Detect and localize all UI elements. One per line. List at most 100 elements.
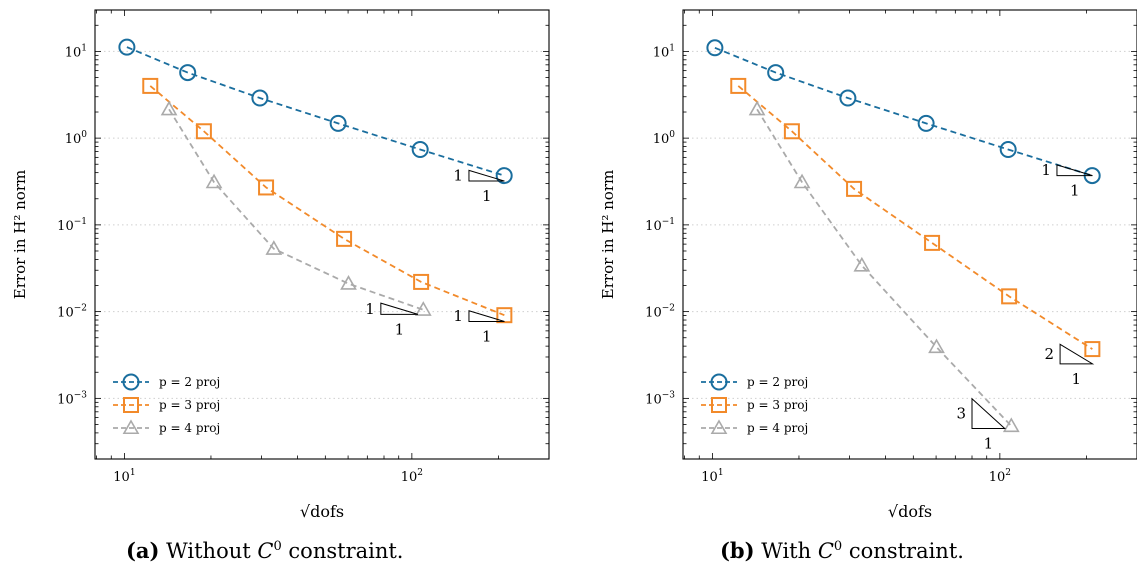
caption-b-label: (b)	[720, 538, 755, 563]
x-tick-label: 102	[401, 468, 423, 485]
slope-triangle	[380, 302, 419, 315]
data-point	[205, 173, 223, 189]
slope-rise-label: 1	[453, 167, 463, 185]
data-point	[411, 140, 429, 158]
slope-rise-label: 1	[1041, 161, 1051, 179]
caption-a-suffix: constraint.	[288, 539, 404, 563]
caption-a-label: (a)	[126, 538, 160, 563]
y-tick-label: 10−1	[645, 217, 675, 234]
caption-b-sup: 0	[833, 539, 843, 554]
caption-a-var: C	[257, 539, 274, 563]
slope-rise-label: 1	[365, 300, 375, 318]
data-point	[195, 123, 212, 140]
y-tick-label: 100	[653, 130, 676, 147]
y-tick-label: 10−2	[57, 304, 87, 321]
data-point	[251, 89, 269, 107]
legend-label: p = 2 proj	[159, 375, 220, 389]
caption-a: (a) Without C0 constraint.	[126, 538, 403, 563]
x-tick-label: 102	[989, 468, 1011, 485]
data-point	[783, 123, 800, 140]
slope-rise-label: 1	[453, 307, 463, 325]
data-point	[793, 173, 811, 189]
series-line-2	[126, 46, 505, 177]
data-point	[258, 179, 275, 196]
slope-run-label: 1	[482, 187, 492, 205]
data-point	[748, 100, 766, 116]
slope-run-label: 1	[1070, 182, 1080, 200]
x-tick-label: 101	[701, 468, 723, 485]
slope-run-label: 1	[984, 434, 994, 452]
data-point	[495, 167, 513, 185]
slope-triangle	[1059, 343, 1095, 365]
data-point	[1002, 417, 1020, 433]
data-point	[329, 114, 347, 132]
data-point	[767, 64, 785, 82]
slope-run-label: 1	[1072, 370, 1082, 388]
data-point	[1084, 341, 1101, 358]
series-line-4	[756, 108, 1012, 427]
slope-triangle	[971, 397, 1007, 429]
series-line-2	[714, 46, 1093, 177]
slope-rise-label: 2	[1045, 345, 1055, 363]
slope-rise-label: 3	[956, 405, 966, 423]
legend-marker	[122, 373, 140, 391]
legend-label: p = 3 proj	[747, 398, 808, 412]
chart-panel-b: 101 100 10−1 10−2 10−3 101 102 √dofs Error in H²…	[599, 9, 1137, 521]
data-point	[336, 230, 353, 247]
data-point	[414, 301, 432, 316]
legend-label: p = 4 proj	[747, 421, 808, 435]
y-tick-label: 10−3	[645, 390, 675, 407]
caption-b-var: C	[817, 539, 834, 563]
y-tick-label: 10−3	[57, 390, 87, 407]
caption-b: (b) With C0 constraint.	[720, 538, 964, 563]
data-point	[706, 39, 724, 57]
data-point	[340, 275, 357, 290]
slope-triangle	[468, 310, 505, 322]
legend-label: p = 4 proj	[159, 421, 220, 435]
y-tick-label: 10−1	[57, 217, 87, 234]
y-axis-label: Error in H² norm	[11, 170, 29, 299]
plot-frame	[682, 9, 1137, 460]
y-tick-label: 10−2	[645, 304, 675, 321]
legend-label: p = 3 proj	[159, 398, 220, 412]
legend-marker	[711, 397, 727, 413]
y-tick-label: 101	[65, 43, 87, 60]
x-axis-label: √dofs	[888, 502, 932, 521]
caption-b-suffix: constraint.	[848, 539, 964, 563]
x-tick-label: 101	[113, 468, 135, 485]
data-point	[730, 77, 747, 94]
y-axis-label: Error in H² norm	[599, 170, 617, 299]
data-point	[853, 256, 871, 272]
y-tick-label: 101	[653, 43, 675, 60]
data-point	[846, 180, 863, 197]
data-point	[118, 38, 136, 56]
slope-run-label: 1	[482, 327, 492, 345]
slope-triangle	[1056, 164, 1093, 177]
legend-marker	[710, 373, 728, 391]
caption-a-prefix: Without	[166, 539, 251, 563]
legend-marker	[122, 419, 140, 435]
data-point	[179, 64, 197, 82]
plot-frame	[94, 9, 550, 460]
data-point	[1001, 288, 1018, 305]
x-axis-label: √dofs	[300, 502, 344, 521]
series-line-3	[737, 85, 1093, 350]
slope-triangle	[468, 169, 505, 182]
legend-label: p = 2 proj	[747, 375, 808, 389]
data-point	[839, 89, 857, 107]
legend-marker	[123, 397, 139, 413]
data-point	[917, 114, 935, 132]
series-line-4	[168, 108, 424, 311]
data-point	[928, 338, 945, 354]
data-point	[999, 140, 1017, 158]
data-point	[496, 307, 513, 324]
data-point	[924, 234, 941, 251]
chart-panel-a: 101 100 10−1 10−2 10−3 101 102 √dofs Error in H²…	[11, 9, 550, 521]
caption-a-sup: 0	[273, 539, 282, 554]
data-point	[160, 100, 178, 116]
legend-marker	[710, 419, 728, 435]
data-point	[265, 240, 283, 255]
data-point	[413, 273, 430, 290]
slope-run-label: 1	[395, 320, 405, 338]
